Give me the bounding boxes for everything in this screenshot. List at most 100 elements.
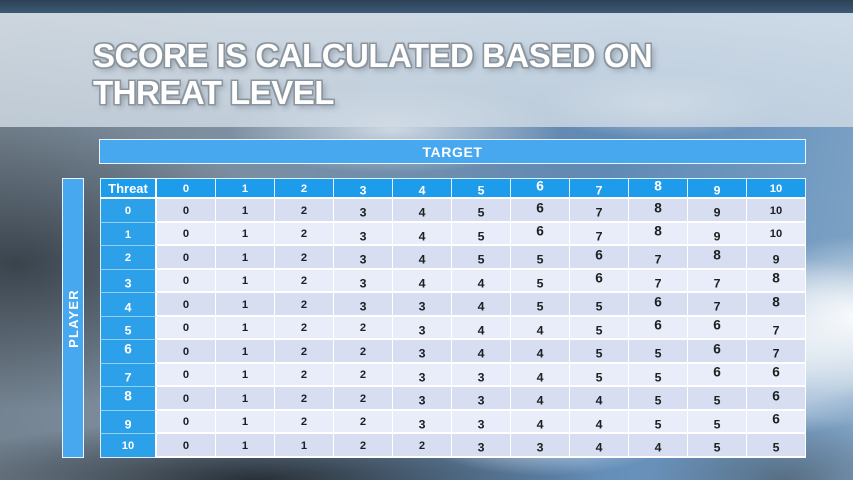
score-cell: 5 — [747, 434, 806, 458]
column-header: 0 — [157, 178, 216, 199]
score-cell: 3 — [452, 363, 511, 387]
target-axis-label: TARGET — [422, 143, 483, 160]
score-cell: 3 — [393, 316, 452, 340]
score-cell: 4 — [511, 387, 570, 411]
score-cell: 3 — [334, 222, 393, 246]
score-cell: 6 — [688, 316, 747, 340]
column-header: 6 — [511, 178, 570, 199]
score-cell: 1 — [216, 340, 275, 364]
score-cell: 1 — [216, 410, 275, 434]
score-cell: 4 — [570, 434, 629, 458]
score-cell: 2 — [275, 269, 334, 293]
score-cell: 3 — [452, 410, 511, 434]
score-cell: 5 — [570, 340, 629, 364]
score-cell: 2 — [275, 222, 334, 246]
score-cell: 0 — [157, 316, 216, 340]
score-cell: 4 — [452, 316, 511, 340]
table-row: 10 0 1 1 2 2 3 3 4 4 5 5 — [100, 434, 806, 458]
row-header: 7 — [100, 363, 157, 387]
score-cell: 10 — [747, 199, 806, 223]
score-cell: 3 — [334, 269, 393, 293]
score-cell: 6 — [570, 246, 629, 270]
score-cell: 6 — [511, 222, 570, 246]
score-cell: 5 — [629, 340, 688, 364]
score-cell: 2 — [334, 340, 393, 364]
score-cell: 4 — [511, 316, 570, 340]
column-header: 2 — [275, 178, 334, 199]
score-cell: 1 — [216, 246, 275, 270]
row-header: 9 — [100, 410, 157, 434]
row-header: 2 — [100, 246, 157, 270]
score-cell: 1 — [216, 434, 275, 458]
score-cell: 4 — [393, 269, 452, 293]
score-cell: 2 — [275, 316, 334, 340]
column-header: 10 — [747, 178, 806, 199]
row-header: 4 — [100, 293, 157, 317]
column-header-row: Threat 0 1 2 3 4 5 6 7 8 9 10 — [100, 178, 806, 199]
column-header: 4 — [393, 178, 452, 199]
score-cell: 8 — [747, 269, 806, 293]
score-cell: 0 — [157, 340, 216, 364]
row-header: 8 — [100, 387, 157, 411]
score-cell: 8 — [629, 199, 688, 223]
score-cell: 5 — [688, 387, 747, 411]
score-cell: 2 — [275, 363, 334, 387]
score-cell: 7 — [570, 222, 629, 246]
player-axis-band: PLAYER — [62, 178, 84, 458]
score-cell: 4 — [570, 410, 629, 434]
column-header: 7 — [570, 178, 629, 199]
score-cell: 3 — [452, 434, 511, 458]
column-header: 1 — [216, 178, 275, 199]
score-cell: 7 — [747, 316, 806, 340]
score-cell: 7 — [747, 340, 806, 364]
score-cell: 0 — [157, 222, 216, 246]
score-cell: 0 — [157, 246, 216, 270]
score-cell: 5 — [629, 410, 688, 434]
score-cell: 4 — [511, 410, 570, 434]
column-header: 9 — [688, 178, 747, 199]
score-cell: 4 — [452, 340, 511, 364]
score-cell: 9 — [688, 199, 747, 223]
top-sky-strip — [0, 0, 853, 13]
score-cell: 1 — [216, 363, 275, 387]
score-cell: 1 — [216, 293, 275, 317]
score-cell: 8 — [688, 246, 747, 270]
row-header: 1 — [100, 222, 157, 246]
score-cell: 4 — [570, 387, 629, 411]
score-cell: 1 — [216, 269, 275, 293]
target-axis-band: TARGET — [99, 139, 806, 164]
score-cell: 5 — [452, 199, 511, 223]
score-cell: 7 — [629, 269, 688, 293]
score-cell: 6 — [629, 293, 688, 317]
score-cell: 9 — [747, 246, 806, 270]
score-cell: 1 — [275, 434, 334, 458]
score-cell: 2 — [275, 293, 334, 317]
score-cell: 2 — [275, 410, 334, 434]
player-axis-label: PLAYER — [65, 288, 81, 348]
score-cell: 4 — [452, 293, 511, 317]
score-table-header: Threat 0 1 2 3 4 5 6 7 8 9 10 — [100, 178, 806, 199]
score-cell: 0 — [157, 269, 216, 293]
row-header: 6 — [100, 340, 157, 364]
score-cell: 2 — [275, 387, 334, 411]
score-cell: 4 — [511, 363, 570, 387]
score-cell: 7 — [629, 246, 688, 270]
score-cell: 1 — [216, 387, 275, 411]
score-cell: 0 — [157, 293, 216, 317]
score-cell: 8 — [747, 293, 806, 317]
title-band: SCORE IS CALCULATED BASED ON THREAT LEVE… — [0, 13, 853, 127]
score-table: Threat 0 1 2 3 4 5 6 7 8 9 10 0 0 1 2 3 4 5 6 7 8 9 10 1 0 1 2 3 4 5 6… — [100, 178, 806, 458]
score-cell: 0 — [157, 199, 216, 223]
score-cell: 3 — [334, 246, 393, 270]
score-cell: 5 — [452, 222, 511, 246]
score-cell: 1 — [216, 222, 275, 246]
score-cell: 4 — [393, 199, 452, 223]
score-cell: 3 — [334, 199, 393, 223]
score-cell: 5 — [688, 434, 747, 458]
score-cell: 5 — [629, 387, 688, 411]
score-cell: 6 — [629, 316, 688, 340]
score-cell: 4 — [393, 246, 452, 270]
